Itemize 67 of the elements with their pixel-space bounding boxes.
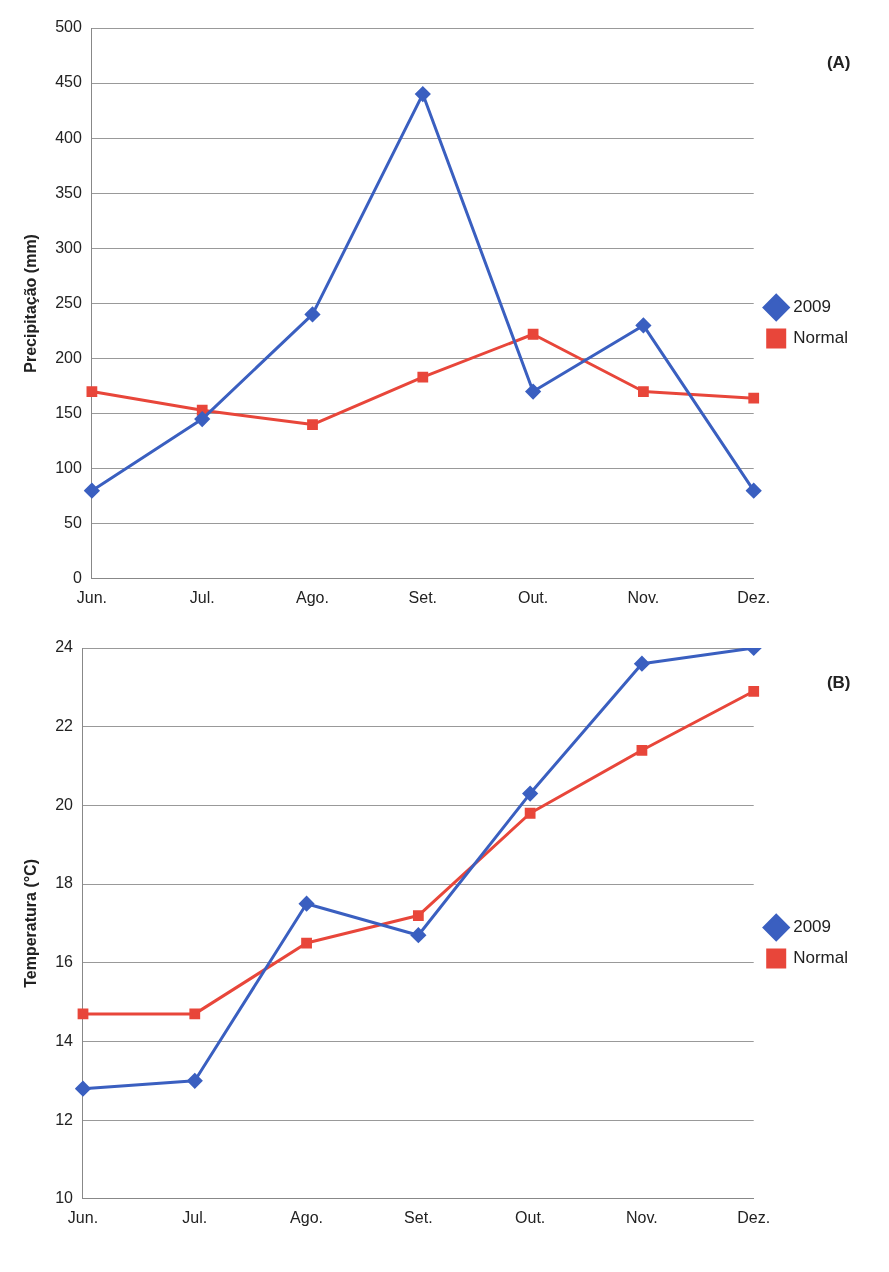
point: [525, 384, 541, 400]
x-tick-label: Jun.: [67, 1208, 99, 1226]
point: [77, 1008, 89, 1020]
point: [412, 910, 424, 921]
y-tick-label: 22: [55, 717, 74, 735]
x-tick-label: Set.: [404, 1208, 433, 1226]
y-tick-label: 100: [55, 459, 82, 477]
y-tick-label: 300: [55, 238, 82, 256]
point: [746, 483, 762, 499]
y-tick-label: 50: [64, 514, 82, 532]
y-tick-label: 450: [55, 73, 82, 91]
point: [635, 317, 651, 333]
y-tick-label: 400: [55, 128, 82, 146]
text: (A): [826, 53, 851, 72]
x-tick-label: Ago.: [290, 1208, 324, 1226]
y-tick-label: 10: [55, 1189, 74, 1207]
legend-label: Normal: [793, 328, 849, 348]
point: [415, 86, 431, 102]
x-tick-label: Out.: [517, 588, 549, 606]
legend-label: 2009: [793, 917, 832, 937]
y-tick-label: 500: [55, 18, 82, 36]
x-tick-label: Nov.: [627, 588, 660, 606]
y-tick-label: 24: [55, 638, 74, 656]
point: [748, 392, 760, 404]
y-tick-label: 200: [55, 348, 82, 366]
y-tick-label: 350: [55, 183, 82, 201]
point: [527, 328, 539, 340]
x-tick-label: Set.: [408, 588, 438, 606]
legend-label: Normal: [793, 948, 849, 968]
point: [636, 744, 648, 756]
point: [410, 927, 426, 943]
x-tick-label: Dez.: [737, 588, 771, 606]
point: [417, 371, 429, 383]
x-tick-label: Nov.: [626, 1208, 658, 1226]
x-tick-label: Jul.: [189, 588, 215, 606]
y-tick-label: 150: [55, 403, 82, 421]
x-tick-label: Jun.: [76, 588, 108, 606]
text: (B): [826, 673, 851, 692]
point: [75, 1081, 91, 1097]
point: [524, 807, 536, 819]
y-axis-title: Precipitação (mm): [22, 234, 40, 373]
x-tick-label: Ago.: [296, 588, 329, 606]
y-tick-label: 18: [55, 874, 74, 892]
legend-label: 2009: [793, 297, 832, 317]
y-tick-label: 16: [55, 953, 74, 971]
y-tick-label: 0: [72, 569, 82, 587]
point: [189, 1008, 201, 1020]
point: [305, 306, 320, 322]
y-tick-label: 12: [55, 1110, 74, 1128]
x-tick-label: Out.: [515, 1208, 546, 1226]
x-tick-label: Dez.: [737, 1208, 771, 1226]
point: [301, 937, 312, 949]
point: [299, 896, 315, 912]
point: [307, 419, 318, 430]
y-tick-label: 250: [55, 293, 82, 311]
point: [634, 656, 650, 672]
point: [86, 386, 98, 397]
y-tick-label: 14: [55, 1031, 74, 1049]
point: [194, 411, 210, 427]
point: [748, 685, 760, 697]
point: [522, 786, 538, 802]
point: [84, 483, 100, 499]
y-axis-title: Temperatura (°C): [22, 859, 40, 988]
x-tick-label: Jul.: [182, 1208, 208, 1226]
y-tick-label: 20: [55, 795, 74, 813]
point: [638, 386, 649, 397]
point: [187, 1073, 203, 1089]
